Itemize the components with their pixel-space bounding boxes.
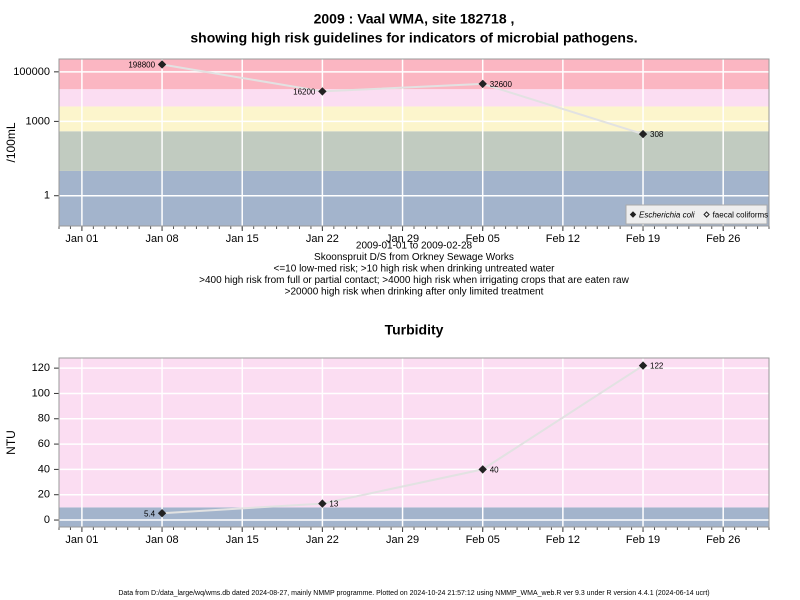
y-tick-label: 40 (38, 463, 50, 475)
x-tick-label: Feb 26 (706, 233, 740, 245)
data-point (318, 87, 327, 96)
y-tick-label: 100 (32, 387, 50, 399)
plot-frame (58, 357, 770, 528)
data-label: 308 (650, 130, 664, 139)
y-tick-label: 20 (38, 489, 50, 501)
data-label: 32600 (490, 80, 513, 89)
note: 2009-01-01 to 2009-02-28 (356, 241, 473, 252)
x-tick-label: Feb 05 (466, 233, 500, 245)
data-line (162, 364, 644, 515)
chart-title: Turbidity (385, 322, 444, 338)
data-label: 198800 (128, 61, 155, 70)
risk-band (59, 106, 769, 132)
x-tick-label: Jan 01 (65, 233, 98, 245)
footer: Data from D:/data_large/wq/wms.db dated … (118, 590, 709, 597)
legend-label: faecal coliforms (713, 211, 769, 220)
risk-band (59, 358, 769, 508)
x-tick-label: Jan 15 (226, 534, 259, 546)
legend-marker (629, 211, 637, 218)
y-axis-label: /100mL (4, 122, 18, 162)
chart-title: showing high risk guidelines for indicat… (190, 30, 637, 46)
y-tick-label: 100000 (13, 66, 50, 78)
plot-frame (58, 58, 770, 227)
data-point (638, 129, 648, 139)
x-tick-label: Feb 19 (626, 233, 660, 245)
risk-band (59, 89, 769, 107)
risk-band (59, 59, 769, 90)
y-axis-label: NTU (4, 430, 18, 455)
x-tick-label: Feb 12 (546, 534, 580, 546)
y-tick-label: 120 (32, 362, 50, 374)
note: Skoonspruit D/S from Orkney Sewage Works (314, 252, 514, 263)
data-point (478, 465, 487, 474)
note: >400 high risk from full or partial cont… (199, 275, 629, 286)
data-point (157, 508, 167, 518)
x-tick-label: Feb 19 (626, 534, 660, 546)
x-tick-label: Jan 15 (226, 233, 259, 245)
data-label: 13 (329, 500, 338, 509)
data-point (638, 361, 648, 370)
x-tick-label: Jan 08 (146, 534, 179, 546)
data-point (157, 60, 167, 69)
data-point (318, 499, 327, 508)
legend-box (625, 204, 768, 225)
chart-title: 2009 : Vaal WMA, site 182718 , (314, 11, 515, 27)
y-tick-label: 60 (38, 438, 50, 450)
y-tick-label: 80 (38, 413, 50, 425)
y-tick-label: 0 (44, 514, 50, 526)
data-label: 40 (490, 466, 499, 475)
data-label: 122 (650, 362, 664, 371)
x-tick-label: Feb 12 (546, 233, 580, 245)
x-tick-label: Jan 22 (306, 534, 339, 546)
legend-marker (703, 211, 710, 218)
y-tick-label: 1 (44, 190, 50, 202)
data-line (161, 63, 644, 136)
risk-band (59, 507, 769, 527)
x-tick-label: Feb 05 (466, 534, 500, 546)
x-tick-label: Jan 29 (386, 233, 419, 245)
x-tick-label: Jan 22 (306, 233, 339, 245)
y-tick-label: 1000 (26, 115, 50, 127)
data-label: 5.4 (144, 509, 156, 518)
x-tick-label: Feb 26 (706, 534, 740, 546)
data-point (478, 79, 487, 89)
data-label: 16200 (293, 88, 316, 97)
x-tick-label: Jan 08 (146, 233, 179, 245)
x-tick-label: Jan 01 (65, 534, 98, 546)
x-tick-label: Jan 29 (386, 534, 419, 546)
legend-label: Escherichia coli (639, 211, 695, 220)
risk-band (59, 131, 769, 171)
note: <=10 low-med risk; >10 high risk when dr… (274, 264, 556, 275)
note: >20000 high risk when drinking after onl… (285, 287, 544, 298)
